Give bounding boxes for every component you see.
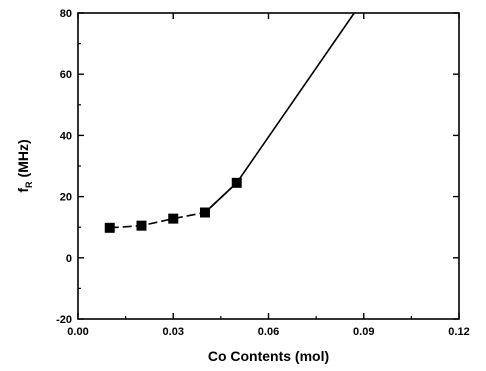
series-layer bbox=[104, 12, 355, 233]
y-tick-label: 80 bbox=[60, 8, 72, 20]
x-ticks: 0.00 0.03 0.06 0.09 0.12 bbox=[67, 13, 470, 338]
y-tick-label: 20 bbox=[60, 192, 72, 204]
y-axis-title: fR (MHz) bbox=[15, 139, 34, 192]
x-tick-label: 0.12 bbox=[448, 326, 469, 338]
data-point bbox=[168, 213, 179, 224]
series-line-2 bbox=[204, 12, 355, 214]
y-tick-label: -20 bbox=[56, 314, 72, 326]
x-tick-label: 0.09 bbox=[353, 326, 374, 338]
data-point bbox=[136, 220, 147, 231]
data-point bbox=[104, 222, 115, 233]
plot-frame bbox=[77, 12, 460, 320]
x-axis-title: Co Contents (mol) bbox=[208, 348, 329, 364]
x-tick-label: 0.03 bbox=[163, 326, 184, 338]
y-axis-title-main: f bbox=[15, 188, 31, 193]
y-tick-label: 0 bbox=[66, 253, 72, 265]
y-axis-title-unit: (MHz) bbox=[15, 139, 31, 177]
y-tick-label: 60 bbox=[60, 69, 72, 81]
y-ticks: -20 0 20 40 60 80 bbox=[56, 8, 459, 326]
x-tick-label: 0.06 bbox=[258, 326, 279, 338]
y-tick-label: 40 bbox=[60, 130, 72, 142]
x-tick-label: 0.00 bbox=[67, 326, 88, 338]
y-axis-title-sub: R bbox=[24, 181, 34, 188]
svg-text:fR(MHz): fR (MHz) bbox=[15, 139, 34, 192]
